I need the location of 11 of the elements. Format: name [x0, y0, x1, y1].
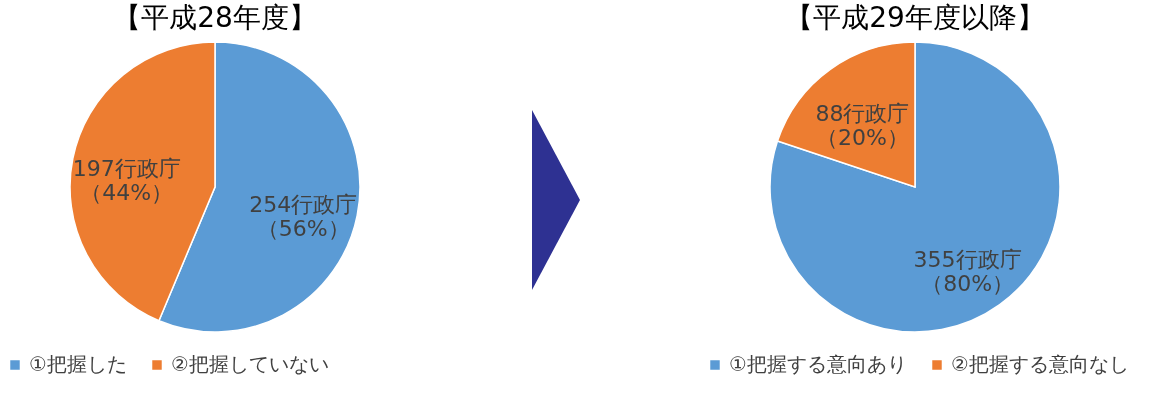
chart-title: 【平成29年度以降】: [785, 1, 1045, 34]
data-label: 355行政庁（80%）: [913, 247, 1022, 297]
legend-label: ②把握する意向なし: [951, 352, 1129, 376]
data-label: 197行政庁（44%）: [72, 156, 181, 206]
data-label: 88行政庁（20%）: [815, 100, 910, 150]
legend-label: ①把握した: [29, 352, 127, 376]
chart-title: 【平成28年度】: [113, 1, 317, 34]
legend-label: ①把握する意向あり: [729, 352, 907, 376]
pie-slice: [769, 41, 1061, 333]
data-label: 254行政庁（56%）: [249, 191, 358, 241]
legend-label: ②把握していない: [171, 352, 329, 376]
